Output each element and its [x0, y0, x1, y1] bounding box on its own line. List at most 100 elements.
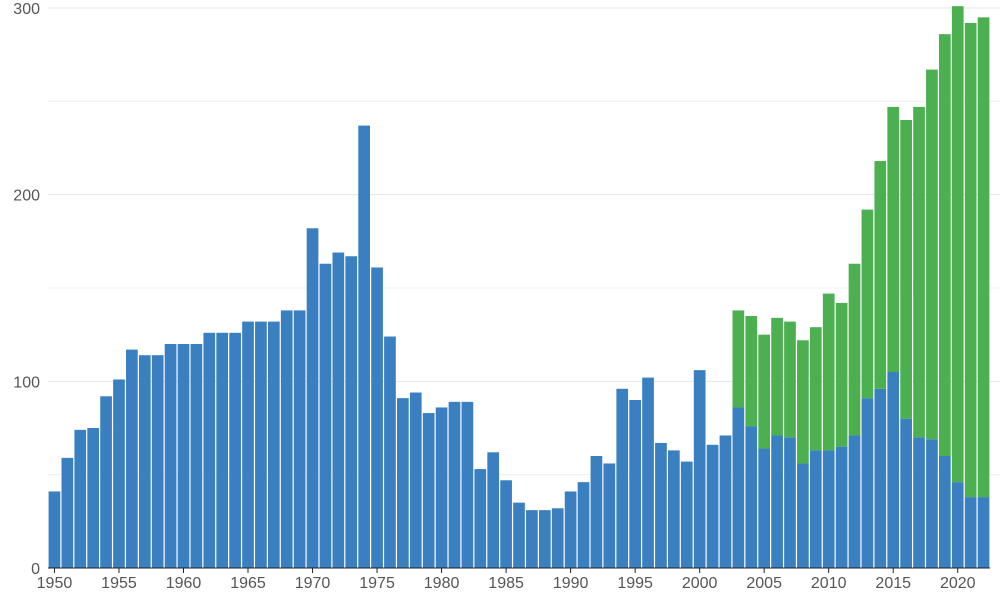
- bar-2012-series-2: [848, 263, 861, 436]
- bar-1995-series-1: [629, 400, 641, 568]
- x-tick-label: 1950: [37, 575, 73, 592]
- bar-1991-series-1: [577, 482, 590, 568]
- bar-1970-series-1: [306, 228, 319, 568]
- bar-2015-series-2: [887, 106, 900, 372]
- bar-2014-series-2: [874, 161, 887, 389]
- bar-1992-series-1: [590, 456, 603, 568]
- bar-2005-series-1: [758, 448, 771, 568]
- bar-1989-series-1: [551, 508, 564, 568]
- bar-1979-series-1: [422, 413, 435, 568]
- bar-2006-series-1: [771, 435, 783, 568]
- bar-1990-series-1: [564, 491, 577, 568]
- bar-2020-series-2: [951, 6, 964, 483]
- y-tick-label: 300: [13, 1, 40, 18]
- bar-2015-series-1: [887, 372, 900, 568]
- bar-1988-series-1: [538, 510, 551, 568]
- bar-2021-series-2: [964, 22, 977, 498]
- x-tick-label: 1990: [553, 575, 589, 592]
- x-tick-label: 1995: [617, 575, 653, 592]
- bar-1974-series-1: [358, 125, 371, 568]
- bar-2016-series-2: [900, 120, 912, 419]
- bar-1969-series-1: [293, 310, 306, 568]
- bar-1994-series-1: [616, 388, 629, 568]
- bar-1963-series-1: [216, 332, 229, 568]
- x-tick-label: 2000: [682, 575, 718, 592]
- bar-1980-series-1: [435, 407, 448, 568]
- bar-1967-series-1: [267, 321, 280, 568]
- bar-2008-series-1: [797, 463, 809, 568]
- bar-2011-series-1: [835, 446, 848, 568]
- x-tick-label: 2020: [940, 575, 976, 592]
- x-tick-label: 1970: [295, 575, 331, 592]
- bar-1958-series-1: [151, 355, 164, 568]
- bar-1996-series-1: [642, 377, 654, 568]
- bar-2004-series-2: [745, 316, 758, 427]
- y-tick-label: 100: [13, 374, 40, 391]
- bar-1975-series-1: [371, 267, 383, 568]
- bar-2010-series-1: [822, 450, 835, 568]
- bar-2022-series-2: [977, 17, 990, 498]
- bar-1954-series-1: [100, 396, 112, 568]
- bar-2004-series-1: [745, 426, 758, 568]
- bar-1964-series-1: [229, 332, 241, 568]
- x-tick-label: 1985: [488, 575, 524, 592]
- bar-1961-series-1: [190, 344, 203, 568]
- bar-2009-series-2: [809, 327, 822, 451]
- bar-2007-series-2: [784, 321, 796, 438]
- bar-1972-series-1: [332, 252, 345, 569]
- bar-2003-series-1: [732, 407, 745, 568]
- bar-2006-series-2: [771, 317, 783, 436]
- bar-2016-series-1: [900, 418, 912, 568]
- x-tick-label: 1980: [424, 575, 460, 592]
- bar-1983-series-1: [474, 469, 487, 568]
- bar-1984-series-1: [487, 452, 500, 568]
- x-tick-label: 1955: [101, 575, 137, 592]
- bar-1981-series-1: [448, 401, 461, 568]
- bar-1957-series-1: [138, 355, 151, 568]
- bar-1950-series-1: [48, 491, 61, 568]
- x-tick-label: 2015: [875, 575, 911, 592]
- bar-2020-series-1: [951, 482, 964, 568]
- bar-2010-series-2: [822, 293, 835, 451]
- bar-1965-series-1: [242, 321, 254, 568]
- bar-1973-series-1: [345, 256, 358, 568]
- bar-2003-series-2: [732, 310, 745, 408]
- bar-2018-series-1: [926, 439, 938, 568]
- bar-1986-series-1: [513, 502, 525, 568]
- bar-1955-series-1: [113, 379, 125, 568]
- x-tick-label: 2005: [746, 575, 782, 592]
- bar-2001-series-1: [706, 444, 719, 568]
- bar-1951-series-1: [61, 457, 74, 568]
- bar-1978-series-1: [409, 392, 422, 568]
- bar-2008-series-2: [797, 340, 809, 464]
- bar-2019-series-2: [938, 34, 951, 457]
- bar-2017-series-1: [913, 437, 925, 568]
- bar-1971-series-1: [319, 263, 332, 568]
- x-tick-label: 1975: [359, 575, 395, 592]
- bar-1952-series-1: [74, 429, 87, 568]
- bar-2002-series-1: [719, 435, 732, 568]
- bar-2000-series-1: [693, 370, 706, 568]
- bar-2005-series-2: [758, 334, 771, 449]
- bars-layer: [48, 6, 990, 569]
- bar-2022-series-1: [977, 497, 990, 568]
- bar-1982-series-1: [461, 401, 474, 568]
- bar-1999-series-1: [680, 461, 693, 568]
- bar-2013-series-1: [861, 398, 874, 568]
- bar-1956-series-1: [126, 349, 138, 568]
- bar-1987-series-1: [526, 510, 538, 568]
- bar-1966-series-1: [255, 321, 267, 568]
- bar-1976-series-1: [384, 336, 396, 568]
- bar-1959-series-1: [164, 344, 177, 568]
- x-tick-label: 1960: [166, 575, 202, 592]
- bar-1960-series-1: [177, 344, 190, 568]
- bar-1985-series-1: [500, 480, 512, 568]
- bar-2014-series-1: [874, 388, 887, 568]
- bar-2021-series-1: [964, 497, 977, 568]
- bar-1953-series-1: [87, 428, 100, 568]
- bar-1962-series-1: [203, 332, 216, 568]
- y-tick-label: 200: [13, 188, 40, 205]
- bar-1977-series-1: [397, 398, 409, 568]
- y-tick-label: 0: [31, 561, 40, 578]
- bar-1968-series-1: [280, 310, 293, 568]
